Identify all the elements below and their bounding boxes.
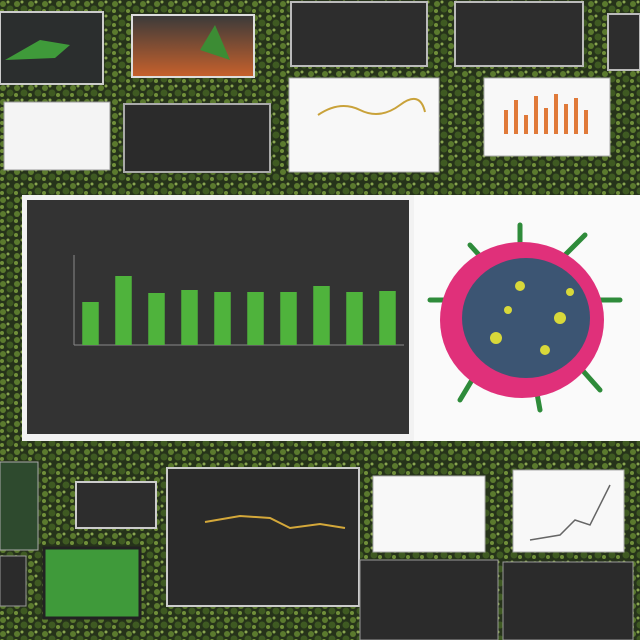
bar <box>313 286 330 345</box>
bar <box>379 291 396 345</box>
virus-panel <box>414 195 640 441</box>
bar-chart <box>73 255 404 346</box>
bar <box>115 276 132 345</box>
bar <box>214 292 231 345</box>
bar <box>148 293 165 345</box>
bottom-row-screens <box>0 461 634 640</box>
top-row-screens <box>0 1 640 173</box>
bar <box>181 290 198 345</box>
bar <box>280 292 297 345</box>
bar <box>82 302 99 345</box>
bar <box>346 292 363 345</box>
bar <box>247 292 264 345</box>
